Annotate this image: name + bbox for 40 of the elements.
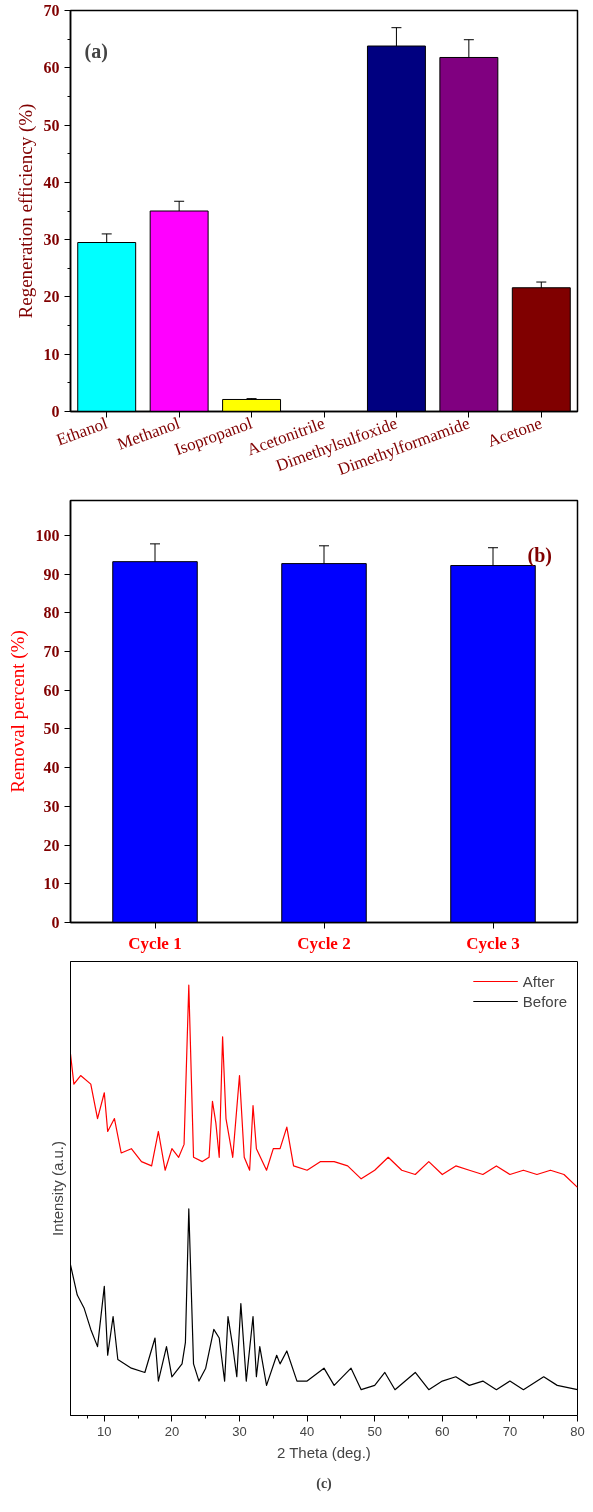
x-tick-label: 40 bbox=[299, 1423, 315, 1439]
y-tick-label: 70 bbox=[43, 2, 60, 19]
y-axis-title: Intensity (a.u.) bbox=[48, 1140, 66, 1237]
y-tick-label: 90 bbox=[43, 565, 60, 583]
x-axis-title: 2 Theta (deg.) bbox=[276, 1443, 371, 1461]
y-tick-label: 60 bbox=[43, 681, 60, 699]
y-tick-label: 80 bbox=[43, 604, 60, 622]
y-tick-label: 70 bbox=[43, 642, 60, 660]
y-tick-label: 10 bbox=[43, 345, 60, 363]
y-tick-label: 100 bbox=[35, 526, 60, 544]
y-tick-label: 20 bbox=[43, 288, 60, 306]
y-axis-title: Removal percent (%) bbox=[6, 630, 29, 793]
y-tick-label: 0 bbox=[51, 403, 60, 420]
y-tick-label: 10 bbox=[43, 875, 60, 893]
y-tick-label: 60 bbox=[43, 59, 60, 77]
y-tick-label: 30 bbox=[43, 797, 60, 815]
y-tick-label: 40 bbox=[43, 173, 60, 191]
x-tick-label: Cycle 1 bbox=[128, 933, 182, 953]
text: (c) bbox=[316, 1475, 333, 1492]
x-tick-label: 60 bbox=[435, 1423, 450, 1439]
y-tick-label: 40 bbox=[43, 759, 60, 777]
y-tick-label: 50 bbox=[43, 116, 60, 134]
x-tick-label: Cycle 3 bbox=[466, 933, 520, 953]
y-axis-title: Regeneration efficiency (%) bbox=[14, 103, 37, 319]
x-tick-label: Acetone bbox=[484, 413, 545, 451]
y-tick-label: 50 bbox=[43, 720, 60, 738]
annotation: (b) bbox=[527, 543, 552, 567]
x-tick-label: 80 bbox=[570, 1423, 585, 1439]
y-tick-label: 30 bbox=[43, 231, 60, 249]
x-tick-label: 10 bbox=[97, 1423, 112, 1439]
legend-label: Before bbox=[522, 992, 567, 1010]
x-tick-label: 70 bbox=[502, 1423, 518, 1439]
x-tick-label: 50 bbox=[367, 1423, 382, 1439]
x-tick-label: Cycle 2 bbox=[297, 933, 351, 953]
y-tick-label: 0 bbox=[51, 914, 60, 931]
y-tick-label: 20 bbox=[43, 836, 60, 854]
x-tick-label: 20 bbox=[164, 1423, 180, 1439]
x-tick-label: 30 bbox=[232, 1423, 247, 1439]
annotation: (a) bbox=[84, 39, 108, 63]
legend-label: After bbox=[522, 972, 555, 990]
